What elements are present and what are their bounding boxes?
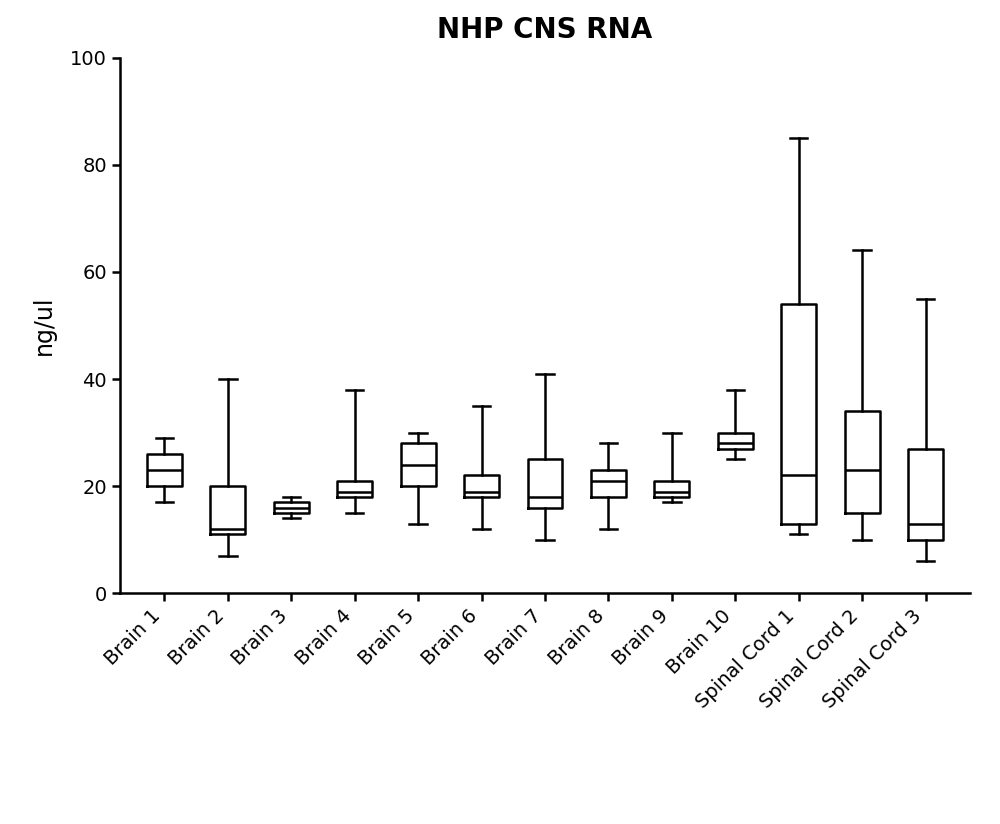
Y-axis label: ng/ul: ng/ul (32, 296, 56, 355)
Title: NHP CNS RNA: NHP CNS RNA (437, 16, 653, 44)
